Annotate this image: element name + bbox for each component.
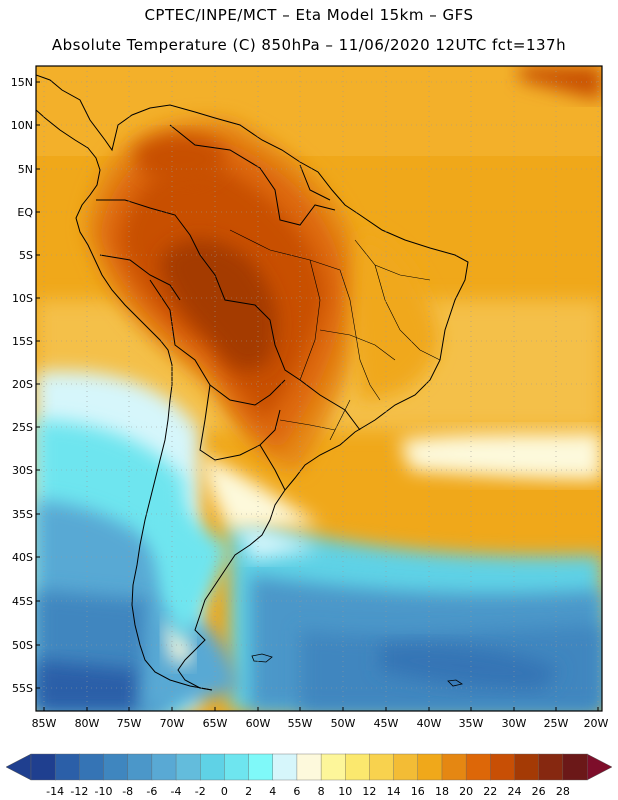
lon-label: 35W: [459, 717, 484, 730]
colorbar-left-arrow: [5, 753, 32, 781]
lat-label: 15S: [12, 335, 33, 348]
colorbar-label: 14: [387, 785, 401, 798]
colorbar-swatch: [490, 753, 516, 781]
colorbar-swatch: [441, 753, 467, 781]
colorbar-label: 8: [318, 785, 325, 798]
colorbar-label: 4: [269, 785, 276, 798]
lon-label: 70W: [160, 717, 185, 730]
colorbar-swatch: [320, 753, 346, 781]
colorbar-swatch: [79, 753, 105, 781]
colorbar-swatch: [127, 753, 153, 781]
colorbar-label: -14: [46, 785, 64, 798]
colorbar-swatch: [514, 753, 540, 781]
colorbar-swatch: [538, 753, 564, 781]
lat-label: 25S: [12, 421, 33, 434]
lon-label: 50W: [331, 717, 356, 730]
colorbar-swatch: [562, 753, 588, 781]
lon-label: 80W: [75, 717, 100, 730]
lon-label: 55W: [288, 717, 313, 730]
colorbar-label: -2: [195, 785, 206, 798]
colorbar-label: -10: [95, 785, 113, 798]
color-scale-bar: -14 -12 -10 -8 -6 -4 -2 0 2 4 6 8 10 12 14 16 18 20 22 24 26…: [5, 753, 613, 798]
colorbar-label: -6: [146, 785, 157, 798]
lat-label: 55S: [12, 682, 33, 695]
colorbar-swatch: [345, 753, 371, 781]
lat-label: 5N: [18, 163, 33, 176]
colorbar-swatch: [248, 753, 274, 781]
lon-label: 40W: [417, 717, 442, 730]
colorbar-swatch: [224, 753, 250, 781]
colorbar-label: 0: [221, 785, 228, 798]
colorbar-label: 6: [293, 785, 300, 798]
colorbar-swatch: [296, 753, 322, 781]
lat-label: 40S: [12, 551, 33, 564]
colorbar-label: 20: [459, 785, 473, 798]
colorbar-label: 2: [245, 785, 252, 798]
colorbar-boxes: [30, 753, 588, 781]
colorbar-swatch: [272, 753, 298, 781]
colorbar-label: -12: [70, 785, 88, 798]
colorbar-label: 22: [483, 785, 497, 798]
map-frame: [35, 65, 603, 712]
temperature-field: [36, 66, 602, 711]
colorbar-right-arrow: [586, 753, 613, 781]
colorbar-swatch: [393, 753, 419, 781]
chart-title-line-1: CPTEC/INPE/MCT – Eta Model 15km – GFS: [144, 6, 474, 24]
colorbar-swatch: [30, 753, 56, 781]
colorbar-label: 28: [556, 785, 570, 798]
lat-label: 10S: [12, 292, 33, 305]
lat-label: 15N: [11, 76, 33, 89]
colorbar-swatch: [175, 753, 201, 781]
lon-label: 75W: [117, 717, 142, 730]
lat-label: 5S: [19, 249, 33, 262]
colorbar-label: 26: [532, 785, 546, 798]
lat-label: EQ: [17, 206, 33, 219]
latitude-labels: 15N 10N 5N EQ 5S 10S 15S 20S 25S 30S 35S…: [11, 76, 34, 695]
colorbar-label: 10: [338, 785, 352, 798]
colorbar-swatch: [369, 753, 395, 781]
lon-label: 60W: [246, 717, 271, 730]
colorbar-label: -4: [171, 785, 182, 798]
lon-label: 30W: [502, 717, 527, 730]
colorbar-label: 16: [411, 785, 425, 798]
colorbar-swatch: [54, 753, 80, 781]
longitude-labels: 85W 80W 75W 70W 65W 60W 55W 50W 45W 40W …: [32, 717, 609, 730]
lon-label: 25W: [544, 717, 569, 730]
lat-label: 45S: [12, 595, 33, 608]
colorbar-swatch: [465, 753, 491, 781]
colorbar-swatch: [417, 753, 443, 781]
colorbar-label: -8: [122, 785, 133, 798]
falkland-islands: [251, 653, 273, 663]
colorbar-labels: -14 -12 -10 -8 -6 -4 -2 0 2 4 6 8 10 12 14 16 18 20 22 24 26…: [46, 785, 570, 798]
lon-label: 65W: [203, 717, 228, 730]
colorbar-label: 12: [362, 785, 376, 798]
lat-label: 30S: [12, 464, 33, 477]
colorbar-swatch: [103, 753, 129, 781]
south-georgia-island: [447, 679, 464, 687]
colorbar-label: 18: [435, 785, 449, 798]
colorbar-label: 24: [507, 785, 521, 798]
lat-label: 50S: [12, 639, 33, 652]
lat-label: 10N: [11, 119, 33, 132]
axis-ticks: [36, 81, 599, 711]
temperature-map: 15N 10N 5N EQ 5S 10S 15S 20S 25S 30S 35S…: [11, 65, 609, 730]
colorbar-swatch: [151, 753, 177, 781]
colorbar-swatch: [200, 753, 225, 781]
lat-label: 35S: [12, 508, 33, 521]
lon-label: 45W: [374, 717, 399, 730]
chart-title-line-2: Absolute Temperature (C) 850hPa – 11/06/…: [51, 36, 567, 54]
coastline: [36, 74, 469, 691]
state-borders: [229, 229, 441, 441]
lon-label: 20W: [584, 717, 609, 730]
lat-label: 20S: [12, 378, 33, 391]
lon-label: 85W: [32, 717, 57, 730]
